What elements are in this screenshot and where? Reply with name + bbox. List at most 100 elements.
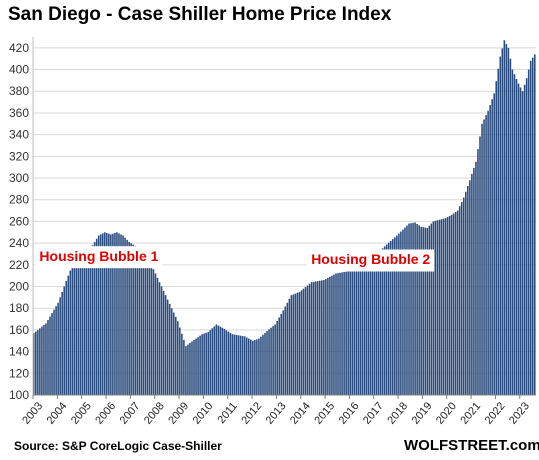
bar xyxy=(501,48,504,395)
bar xyxy=(495,81,498,396)
bar xyxy=(335,273,337,395)
bar xyxy=(235,334,238,395)
bar xyxy=(233,334,236,395)
bar xyxy=(61,291,63,395)
bar xyxy=(286,302,289,395)
bar xyxy=(316,281,319,395)
bar xyxy=(195,338,197,395)
bar xyxy=(292,294,295,395)
bar xyxy=(428,225,431,395)
bar xyxy=(219,326,222,395)
bar xyxy=(327,277,329,395)
bar xyxy=(217,325,220,395)
bar xyxy=(177,321,179,395)
bar xyxy=(132,244,134,395)
bar xyxy=(493,93,495,395)
bar xyxy=(465,191,467,395)
bar xyxy=(237,335,240,395)
bar xyxy=(422,227,424,395)
y-tick-label: 400 xyxy=(9,63,29,77)
bar xyxy=(181,333,183,395)
bar xyxy=(270,327,272,395)
bar xyxy=(254,340,256,395)
bar xyxy=(278,317,280,395)
bar xyxy=(189,342,191,395)
bar xyxy=(252,340,254,395)
y-tick-label: 300 xyxy=(9,171,29,185)
x-tick-label: 2009 xyxy=(166,400,191,426)
bar xyxy=(81,251,84,395)
y-tick-label: 220 xyxy=(9,258,29,272)
bar xyxy=(436,220,439,395)
bar xyxy=(300,290,303,395)
bar xyxy=(489,104,491,395)
bar xyxy=(245,337,248,395)
bar xyxy=(258,338,260,395)
bar xyxy=(53,309,55,395)
bar xyxy=(412,222,414,395)
y-tick-label: 100 xyxy=(9,388,29,402)
bar xyxy=(298,291,301,395)
bar xyxy=(394,237,396,395)
bar xyxy=(325,278,327,395)
bar xyxy=(404,227,406,395)
bar xyxy=(274,324,276,395)
x-tick-label: 2021 xyxy=(458,400,483,426)
bar xyxy=(296,292,299,395)
bar xyxy=(187,344,189,395)
bars xyxy=(33,40,536,396)
bar xyxy=(197,337,199,395)
bar xyxy=(128,242,130,395)
bar xyxy=(158,282,161,395)
bar xyxy=(294,293,297,395)
bar xyxy=(323,280,325,395)
bar xyxy=(260,336,262,395)
bar xyxy=(116,232,118,395)
bar xyxy=(138,248,141,395)
bar xyxy=(201,334,203,395)
bar xyxy=(312,281,315,395)
bar xyxy=(168,303,171,395)
bar xyxy=(527,69,530,396)
chart-title: San Diego - Case Shiller Home Price Inde… xyxy=(8,4,392,25)
x-tick-label: 2004 xyxy=(45,400,70,426)
y-tick-label: 360 xyxy=(9,106,29,120)
bar xyxy=(377,252,380,395)
bar xyxy=(521,91,524,396)
bar xyxy=(515,78,518,395)
bar xyxy=(174,316,177,395)
bar xyxy=(57,302,59,395)
bar xyxy=(367,259,370,395)
bar xyxy=(337,273,339,395)
bar xyxy=(215,324,218,395)
bar xyxy=(414,222,416,395)
x-tick-labels: 2003 2004 2005 2006 2007 2008 2009 2010 2011 2012… xyxy=(20,400,532,426)
bar xyxy=(400,231,402,395)
x-tick-label: 2022 xyxy=(483,400,508,426)
source-note: Source: S&P CoreLogic Case-Shiller xyxy=(14,439,222,453)
x-tick-label: 2012 xyxy=(239,400,264,426)
bar xyxy=(179,327,181,395)
bar xyxy=(529,60,532,396)
annotation: Housing Bubble 2 xyxy=(307,249,435,272)
bar xyxy=(221,327,224,395)
bar xyxy=(321,280,323,395)
bar xyxy=(112,233,114,395)
bar xyxy=(205,332,207,395)
bar xyxy=(227,331,230,395)
annotations: Housing Bubble 1 Housing Bubble 2 xyxy=(35,246,435,272)
bar xyxy=(454,212,457,395)
annotation-label: Housing Bubble 1 xyxy=(39,248,158,264)
x-tick-label: 2007 xyxy=(118,400,143,426)
bar xyxy=(264,332,266,395)
bar xyxy=(75,255,78,395)
bar xyxy=(49,316,51,395)
bar xyxy=(146,257,149,395)
bar xyxy=(392,239,394,395)
bar xyxy=(120,234,122,395)
bar xyxy=(505,44,508,396)
bar xyxy=(351,268,354,395)
y-tick-label: 120 xyxy=(9,366,29,380)
bar xyxy=(250,339,252,395)
bar xyxy=(357,264,360,395)
